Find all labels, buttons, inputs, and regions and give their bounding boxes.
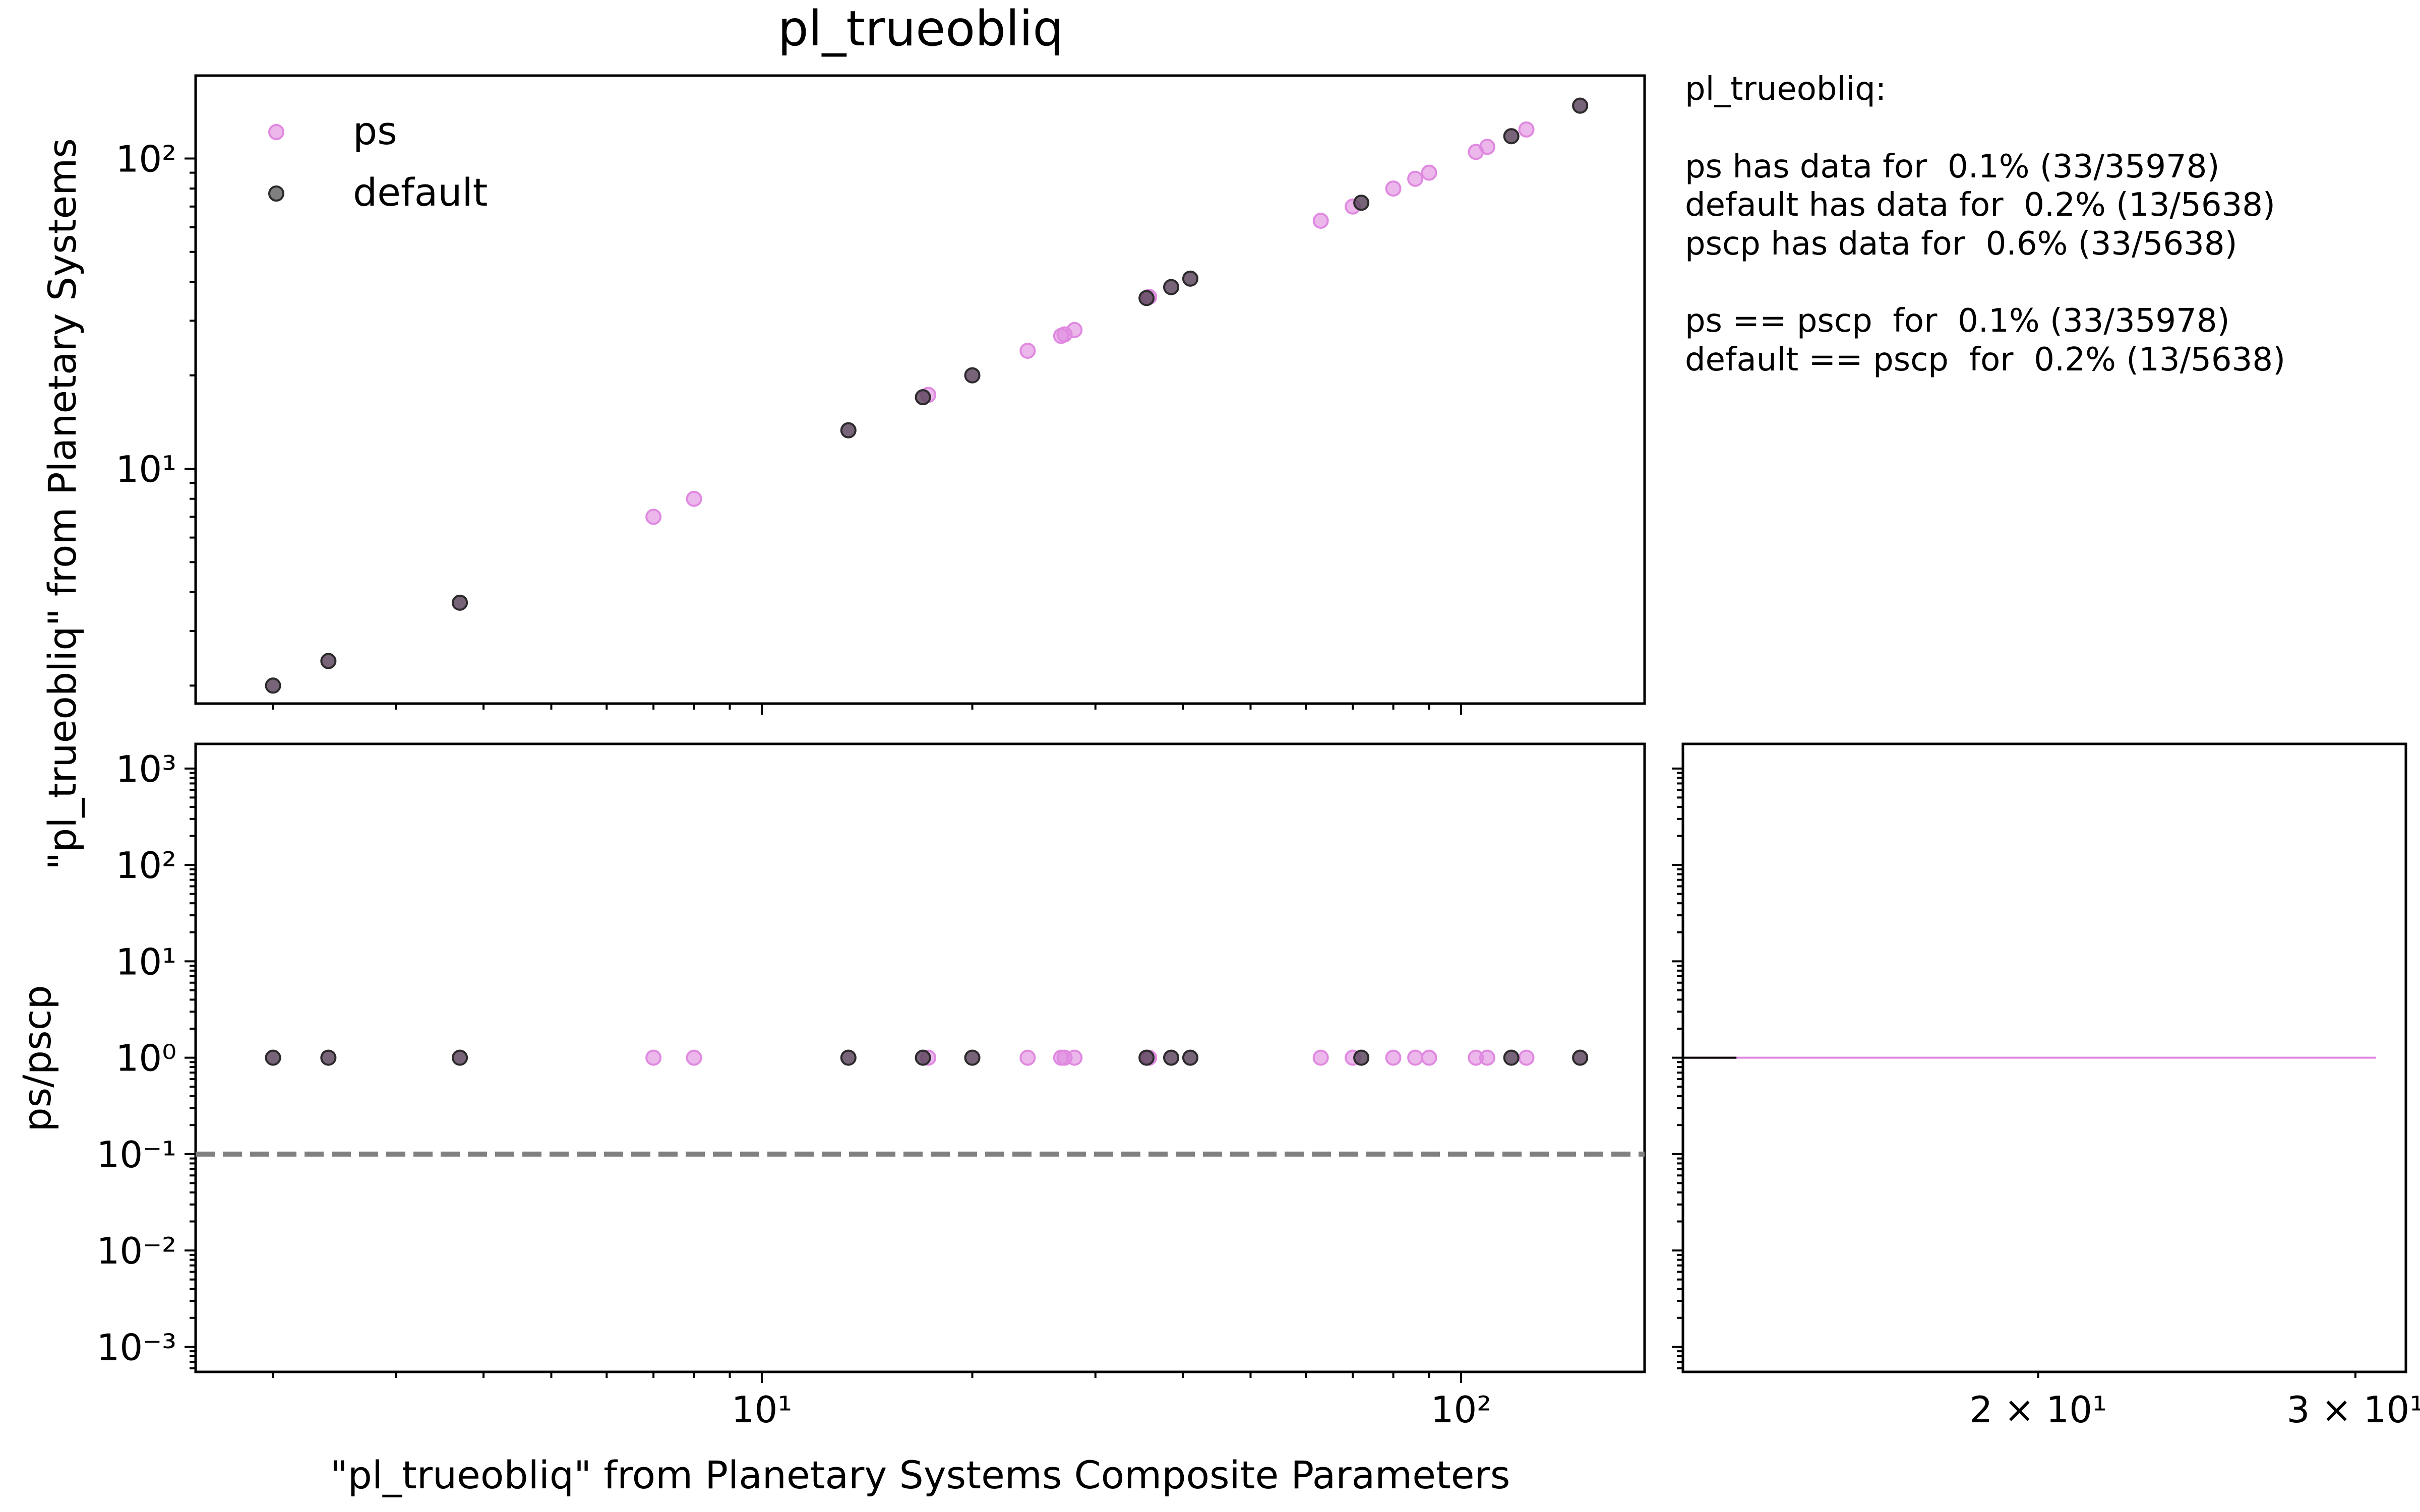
x-axis-label: "pl_trueobliq" from Planetary Systems Co… [330,1453,1510,1497]
ratio-point-default [964,1049,981,1066]
point-default [915,389,931,406]
y-tick-label: 10⁻² [97,1230,176,1272]
ratio-point-ps [1421,1049,1437,1066]
point-ps [686,490,702,507]
point-default [840,422,857,438]
hist-x-tick-label: 3 × 10¹ [2287,1389,2420,1431]
info-line: ps == pscp for 0.1% (33/35978) [1685,302,2230,340]
ratio-point-default [1353,1049,1370,1066]
point-ps [1066,322,1083,338]
ratio-point-default [1182,1049,1198,1066]
legend-label-ps: ps [353,108,397,153]
ratio-point-ps [1518,1049,1535,1066]
ratio-tick-group: 10¹ 10² 10⁻³ 10⁻² 10⁻¹ 10⁰ 10¹ 10² 10³ [97,748,1492,1431]
ratio-point-ps [1019,1049,1036,1066]
info-line: pl_trueobliq: [1685,71,1886,108]
y-tick-label: 10² [116,138,176,180]
point-ps [1312,212,1329,229]
info-line: default == pscp for 0.2% (13/5638) [1685,341,2285,379]
ratio-point-ps [686,1049,702,1066]
legend-marker-ps [268,124,284,140]
y-tick-label: 10¹ [116,940,176,983]
ratio-panel: 10¹ 10² 10⁻³ 10⁻² 10⁻¹ 10⁰ 10¹ 10² 10³ ps/pscp "… [15,742,1646,1497]
point-default [1138,290,1155,306]
point-default [1353,195,1370,211]
x-tick-label: 10¹ [732,1389,792,1431]
ratio-point-default [452,1049,468,1066]
histogram-panel: 2 × 10¹ 3 × 10¹ [1672,742,2420,1431]
info-line: pscp has data for 0.6% (33/5638) [1685,225,2237,263]
point-default [265,677,281,694]
ratio-point-ps [1407,1049,1424,1066]
ratio-point-default [1503,1049,1520,1066]
point-default [1182,270,1198,287]
main-point-group [265,97,1589,694]
point-ps [1019,342,1036,359]
y-tick-label: 10¹ [116,448,176,490]
main-plot-frame [194,74,1646,705]
ratio-point-default [840,1049,857,1066]
main-scatter-panel: 10¹ 10² "pl_trueobliq" from Planetary Sys… [40,74,1646,870]
ratio-point-default [1163,1049,1180,1066]
point-ps [1421,164,1437,181]
main-tick-group: 10¹ 10² [116,138,1462,715]
x-tick-label: 10² [1431,1389,1491,1431]
point-ps [1385,180,1402,197]
info-text-block: pl_trueobliq: ps has data for 0.1% (33/3… [1685,71,2285,379]
y-tick-label: 10² [116,844,176,887]
point-default [1503,128,1520,145]
hist-x-tick-label: 2 × 10¹ [1969,1389,2106,1431]
y-tick-label: 10⁻³ [97,1326,176,1368]
point-ps [645,509,662,525]
y-tick-label: 10⁰ [116,1037,176,1080]
point-default [1572,97,1589,114]
point-default [320,653,337,669]
legend: ps default [268,108,488,215]
ratio-point-default [320,1049,337,1066]
ratio-point-default [1572,1049,1589,1066]
info-line: default has data for 0.2% (13/5638) [1685,186,2275,224]
ratio-point-default [915,1049,931,1066]
legend-label-default: default [353,170,488,215]
point-default [452,594,468,611]
ratio-point-ps [1066,1049,1083,1066]
ratio-point-default [265,1049,281,1066]
point-ps [1479,139,1495,155]
figure-title: pl_trueobliq [778,1,1064,57]
legend-marker-default [268,185,284,202]
ratio-point-default [1138,1049,1155,1066]
histogram-tick-group: 2 × 10¹ 3 × 10¹ [1672,767,2420,1431]
ratio-point-ps [1312,1049,1329,1066]
ratio-point-group [265,1049,1589,1066]
point-ps [1407,170,1424,187]
info-line: ps has data for 0.1% (33/35978) [1685,148,2219,185]
point-ps [1518,121,1535,138]
ratio-point-ps [1385,1049,1402,1066]
ratio-y-axis-label: ps/pscp [15,985,59,1131]
y-tick-label: 10⁻¹ [97,1133,176,1176]
point-default [964,367,981,384]
point-default [1163,279,1180,295]
y-tick-label: 10³ [116,748,176,790]
ratio-point-ps [1479,1049,1495,1066]
main-y-axis-label: "pl_trueobliq" from Planetary Systems [40,138,85,870]
ratio-point-ps [645,1049,662,1066]
